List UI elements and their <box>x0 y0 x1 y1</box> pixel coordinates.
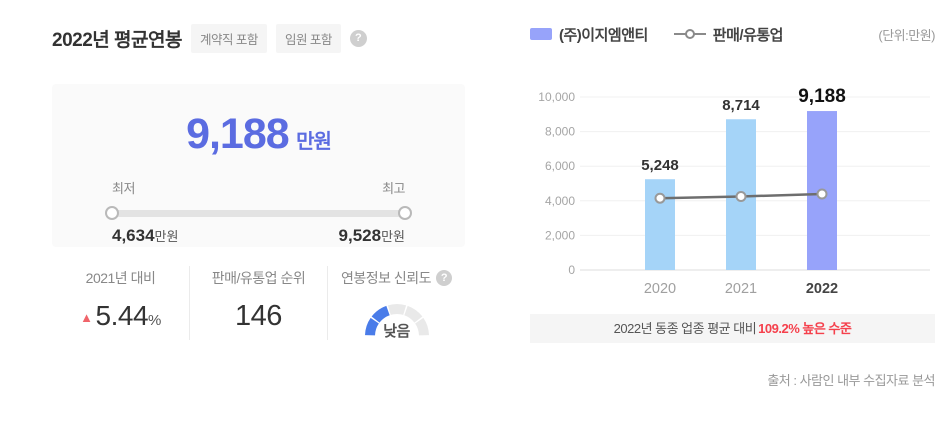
yoy-value-row: ▲ 5.44% <box>52 300 189 332</box>
gauge-arc <box>359 298 435 345</box>
stat-industry-rank: 판매/유통업 순위 146 <box>189 266 327 340</box>
up-arrow-icon: ▲ <box>80 310 93 325</box>
industry-comparison-notice: 2022년 동종 업종 평균 대비 109.2% 높은 수준 <box>530 314 935 343</box>
salary-summary-section: 2022년 평균연봉 계약직 포함 임원 포함 ? 9,188 만원 최저 최고… <box>52 23 465 340</box>
min-salary: 4,634만원 <box>112 226 178 246</box>
x-axis-tick-label: 2020 <box>644 281 676 297</box>
min-salary-number: 4,634 <box>112 226 155 245</box>
average-salary-value-row: 9,188 만원 <box>112 110 405 168</box>
bar-value-label: 9,188 <box>798 86 846 107</box>
stat-reliability: 연봉정보 신뢰도 ? 낮음 <box>327 266 465 340</box>
max-salary-unit: 만원 <box>381 229 405 244</box>
bar-value-label: 5,248 <box>641 157 679 174</box>
x-axis-tick-label: 2021 <box>725 281 757 297</box>
max-salary-number: 9,528 <box>338 226 382 245</box>
section-header: 2022년 평균연봉 계약직 포함 임원 포함 ? <box>52 23 465 53</box>
stat-yoy-change: 2021년 대비 ▲ 5.44% <box>52 266 189 340</box>
notice-highlight: 109.2% 높은 수준 <box>758 321 852 336</box>
help-icon-reliability[interactable]: ? <box>436 270 453 286</box>
unit-note: (단위:만원) <box>878 27 935 43</box>
slider-track <box>112 210 405 217</box>
company-legend-swatch <box>530 28 552 40</box>
badge-contract-included: 계약직 포함 <box>190 23 267 53</box>
salary-range-values: 4,634만원 9,528만원 <box>112 226 405 246</box>
gauge-segment-empty <box>414 317 429 336</box>
yoy-label: 2021년 대비 <box>85 270 156 286</box>
slider-handle-max <box>398 206 412 220</box>
salary-range-labels: 최저 최고 <box>112 178 405 197</box>
line-marker-2020[interactable] <box>654 192 666 204</box>
reliability-label-text: 연봉정보 신뢰도 <box>340 270 432 286</box>
max-salary: 9,528만원 <box>339 226 405 246</box>
page-title: 2022년 평균연봉 <box>52 29 182 51</box>
source-note: 출처 : 사람인 내부 수집자료 분석 <box>767 373 935 388</box>
yoy-value: 5.44 <box>95 300 149 331</box>
rank-label: 판매/유통업 순위 <box>211 270 306 286</box>
line-marker-2021[interactable] <box>735 190 747 202</box>
salary-bar-chart: 0 2,000 4,000 6,000 8,000 10,000 5,248 8,714 9,1… <box>530 80 935 310</box>
notice-text: 2022년 동종 업종 평균 대비 <box>613 321 757 336</box>
reliability-label: 연봉정보 신뢰도 ? <box>340 268 453 288</box>
company-legend-label: (주)이지엠앤티 <box>559 26 648 44</box>
y-axis-tick-label: 10,000 <box>538 90 575 104</box>
reliability-gauge: 낮음 <box>359 298 435 340</box>
y-axis-tick-label: 8,000 <box>545 125 575 139</box>
yoy-unit: % <box>148 312 161 329</box>
salary-chart-section: (주)이지엠앤티 판매/유통업 (단위:만원) 0 2,000 4,000 6,000… <box>530 24 936 389</box>
rank-value: 146 <box>235 300 282 332</box>
max-label: 최고 <box>382 181 405 196</box>
gauge-segment-filled <box>371 305 390 323</box>
bar-value-label: 8,714 <box>722 97 760 114</box>
help-icon[interactable]: ? <box>349 29 367 47</box>
stats-row: 2021년 대비 ▲ 5.44% 판매/유통업 순위 146 연봉정보 신뢰도 ?… <box>52 266 465 340</box>
chart-legend: (주)이지엠앤티 판매/유통업 (단위:만원) <box>530 24 935 44</box>
gauge-segment-filled <box>364 317 379 336</box>
y-axis-tick-label: 6,000 <box>545 159 575 173</box>
y-axis-tick-label: 0 <box>568 263 575 277</box>
badge-executive-included: 임원 포함 <box>275 23 341 53</box>
average-salary-unit: 만원 <box>296 131 332 153</box>
x-axis-tick-label: 2022 <box>806 281 838 297</box>
y-axis-tick-label: 2,000 <box>545 228 575 242</box>
min-label: 최저 <box>112 181 135 196</box>
gauge-segment-empty <box>403 305 422 323</box>
reliability-level: 낮음 <box>383 323 410 340</box>
slider-handle-min <box>105 206 119 220</box>
salary-range-slider <box>105 206 412 220</box>
industry-line-legend-icon <box>673 29 706 39</box>
gauge-segment-empty <box>387 304 406 315</box>
industry-legend-label: 판매/유통업 <box>712 26 784 44</box>
average-salary-card: 9,188 만원 최저 최고 4,634만원 9,528만원 <box>52 84 465 247</box>
min-salary-unit: 만원 <box>154 229 179 244</box>
average-salary-value: 9,188 <box>186 110 290 158</box>
line-marker-2022[interactable] <box>816 188 828 200</box>
y-axis-tick-label: 4,000 <box>545 194 575 208</box>
